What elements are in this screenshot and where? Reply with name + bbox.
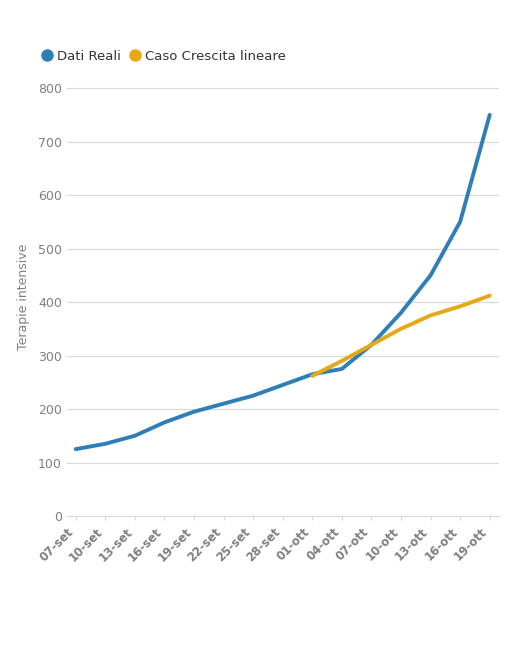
Legend: Dati Reali, Caso Crescita lineare: Dati Reali, Caso Crescita lineare (39, 45, 291, 68)
Y-axis label: Terapie intensive: Terapie intensive (16, 244, 30, 350)
